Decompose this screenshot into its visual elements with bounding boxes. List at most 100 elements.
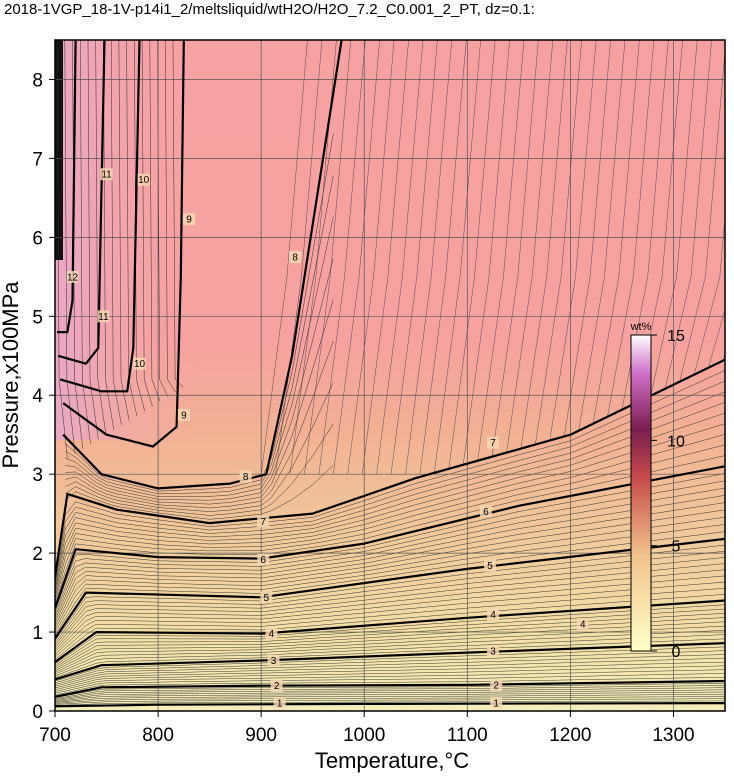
contour-line-minor bbox=[65, 133, 334, 492]
contour-line-minor bbox=[165, 40, 176, 393]
contour-line-minor bbox=[55, 604, 725, 664]
contour-line-minor bbox=[95, 40, 107, 435]
contour-line-minor bbox=[110, 40, 122, 426]
contour-line-minor bbox=[55, 380, 725, 584]
y-axis-label: Pressure,x100MPa bbox=[0, 281, 23, 469]
plot-frame bbox=[54, 39, 726, 712]
x-axis-label: Temperature,°C bbox=[315, 748, 469, 773]
contour-line-minor bbox=[118, 40, 130, 421]
contour-label-bg bbox=[257, 553, 270, 566]
contour-label: 5 bbox=[487, 561, 493, 572]
contour-line-minor bbox=[55, 563, 725, 648]
y-tick-label: 1 bbox=[32, 623, 43, 644]
contour-line-minor bbox=[64, 40, 76, 454]
x-tick-label: 1200 bbox=[549, 725, 591, 746]
contour-line-minor bbox=[134, 40, 145, 412]
contour-line-minor bbox=[65, 465, 334, 520]
colorbar: wt% 0 5 10 15 bbox=[630, 321, 685, 661]
y-tick-label: 0 bbox=[32, 702, 43, 723]
contour-line-minor bbox=[535, 40, 582, 445]
contour-line-minor bbox=[347, 40, 395, 475]
contour-line-minor bbox=[304, 40, 351, 475]
contour-line-minor bbox=[55, 694, 725, 703]
contour-line-minor bbox=[491, 40, 539, 457]
contour-line-minor bbox=[55, 687, 725, 700]
contour-line-minor bbox=[55, 524, 725, 633]
contour-line-minor bbox=[55, 516, 725, 630]
contour-label: 2 bbox=[493, 680, 499, 691]
contour-line-minor bbox=[65, 175, 334, 495]
x-tick-label: 1300 bbox=[652, 725, 694, 746]
y-tick-label: 7 bbox=[32, 149, 43, 170]
contour-line-minor bbox=[55, 557, 725, 646]
contour-line-minor bbox=[55, 673, 725, 694]
contour-line-12 bbox=[57, 40, 77, 334]
contour-line-minor bbox=[65, 382, 334, 512]
contour-line-minor bbox=[55, 575, 725, 653]
contour-line-minor bbox=[55, 544, 725, 641]
contour-line-minor bbox=[55, 665, 725, 691]
contour-label-bg bbox=[267, 654, 280, 667]
contour-line-minor bbox=[564, 40, 611, 437]
colorbar-tick-label: 5 bbox=[672, 539, 681, 556]
contour-label: 8 bbox=[243, 472, 249, 483]
contour-line-minor bbox=[55, 646, 725, 682]
contour-line-minor bbox=[87, 40, 99, 440]
contour-line-1 bbox=[55, 702, 725, 708]
contour-label: 3 bbox=[271, 656, 277, 667]
contour-line-minor bbox=[549, 40, 597, 441]
contour-line-minor bbox=[55, 434, 725, 599]
contour-line-minor bbox=[607, 40, 655, 417]
contour-label-bg bbox=[479, 505, 492, 518]
contour-line-minor bbox=[55, 650, 725, 684]
contour-label-bg bbox=[483, 559, 496, 572]
contour-line-minor bbox=[172, 40, 184, 388]
colorbar-ticks: 0 5 10 15 bbox=[651, 328, 685, 661]
contour-line-minor bbox=[55, 676, 725, 696]
contour-label-bg bbox=[576, 618, 589, 631]
contour-line-minor bbox=[55, 550, 725, 644]
contour-line-minor bbox=[55, 480, 725, 615]
contour-line-minor bbox=[592, 40, 640, 424]
contour-line-minor bbox=[55, 621, 725, 671]
contour-line-minor bbox=[448, 40, 496, 469]
contour-label: 4 bbox=[269, 629, 275, 640]
contour-label-bg bbox=[289, 251, 302, 264]
contour-label: 9 bbox=[186, 215, 192, 226]
contour-label-bg bbox=[137, 173, 150, 186]
contour-line-9 bbox=[62, 40, 185, 448]
contour-line-minor bbox=[362, 40, 409, 475]
colorbar-tick-label: 10 bbox=[667, 433, 685, 450]
contour-line-minor bbox=[55, 391, 725, 587]
contour-label: 11 bbox=[98, 312, 109, 323]
contour-line-minor bbox=[149, 40, 161, 402]
contour-line-minor bbox=[55, 569, 725, 651]
contour-label: 4 bbox=[490, 610, 496, 621]
y-tick-label: 4 bbox=[32, 386, 43, 407]
colorbar-bar bbox=[630, 334, 652, 652]
contour-line-3 bbox=[55, 642, 725, 681]
contour-line-minor bbox=[318, 40, 366, 475]
contour-line-minor bbox=[65, 258, 334, 501]
colorbar-unit: wt% bbox=[630, 321, 652, 333]
contour-label-bg bbox=[487, 608, 500, 621]
contour-line-minor bbox=[65, 216, 334, 497]
y-tick-label: 6 bbox=[32, 228, 43, 249]
contour-line-minor bbox=[55, 658, 725, 687]
contour-line-minor bbox=[55, 509, 725, 627]
contour-line-minor bbox=[578, 40, 626, 431]
contour-label: 8 bbox=[292, 253, 298, 264]
contour-line-10 bbox=[59, 40, 141, 393]
x-tick-label: 900 bbox=[245, 725, 277, 746]
y-tick-label: 8 bbox=[32, 70, 43, 91]
contour-label-bg bbox=[100, 168, 113, 181]
contour-label-bg bbox=[66, 270, 79, 283]
contour-line-minor bbox=[55, 625, 725, 673]
contour-line-minor bbox=[65, 423, 334, 516]
contour-label-bg bbox=[239, 470, 252, 483]
contour-label: 9 bbox=[181, 410, 187, 421]
x-tick-label: 1100 bbox=[447, 725, 488, 746]
contour-line-11 bbox=[57, 40, 106, 365]
contour-line-minor bbox=[55, 487, 725, 618]
contour-line-minor bbox=[55, 691, 725, 702]
